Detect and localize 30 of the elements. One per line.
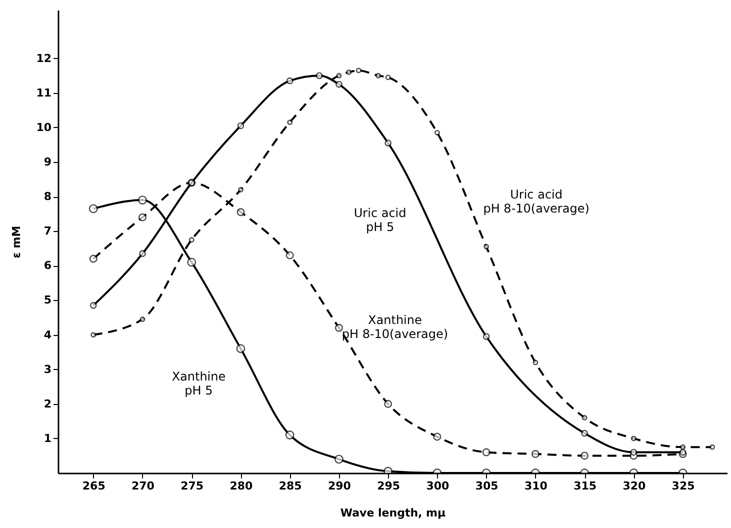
y-tick-label: 6 xyxy=(44,259,52,272)
y-tick-label: 1 xyxy=(44,432,52,445)
y-tick-label: 3 xyxy=(44,362,52,376)
x-tick-label: 290 xyxy=(328,480,352,492)
x-tick-label: 295 xyxy=(377,480,400,492)
x-tick-label: 325 xyxy=(672,480,695,492)
y-tick-label: 10 xyxy=(36,120,52,134)
x-axis-title: Wave length, mμ xyxy=(340,506,446,520)
x-tick-label: 300 xyxy=(426,480,450,492)
x-tick-label: 320 xyxy=(622,480,646,492)
y-tick-label: 2 xyxy=(44,397,52,410)
x-tick-label: 315 xyxy=(574,480,597,492)
x-tick-label: 265 xyxy=(82,480,106,492)
y-tick-label: 11 xyxy=(36,86,52,100)
x-tick-label: 270 xyxy=(132,480,155,492)
y-tick-label: 8 xyxy=(44,190,52,204)
y-tick-label: 7 xyxy=(44,224,52,238)
series-label: Uric acid pH 5 xyxy=(354,206,406,234)
y-tick-label: 5 xyxy=(44,294,52,307)
y-tick-label: 4 xyxy=(44,328,52,342)
x-tick-label: 285 xyxy=(278,480,302,492)
x-tick-label: 280 xyxy=(230,480,254,492)
x-tick-label: 275 xyxy=(180,480,204,492)
series-label: Uric acid pH 8-10(average) xyxy=(483,188,590,216)
x-tick-label: 305 xyxy=(475,480,498,492)
y-tick-label: 9 xyxy=(44,156,52,169)
series-label: Xanthine pH 5 xyxy=(172,370,226,398)
y-axis-title: ε mM xyxy=(10,226,24,258)
y-tick-label: 12 xyxy=(36,52,52,65)
x-tick-label: 310 xyxy=(524,480,548,492)
